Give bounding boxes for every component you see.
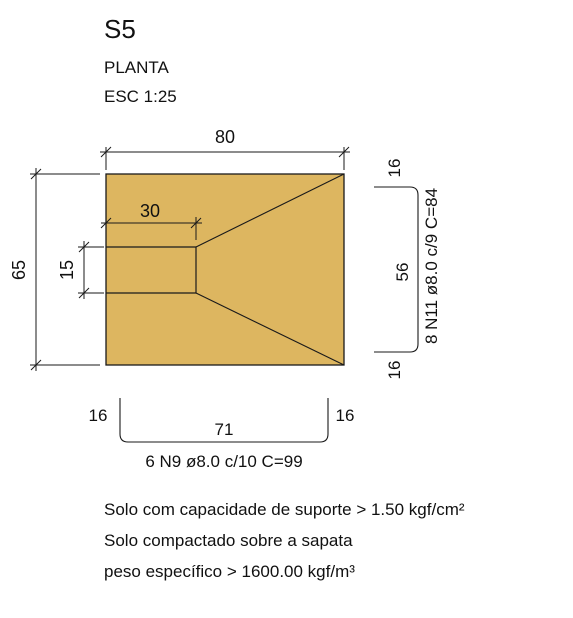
rebar-n11-label: 8 N11 ø8.0 c/9 C=84 (422, 188, 441, 344)
footing-outline (105, 173, 345, 366)
slope-line-bottom (195, 292, 345, 366)
dim-inner-width-text: 30 (140, 201, 160, 221)
dim-bottom-right-offset: 16 (336, 406, 355, 425)
dim-bottom-left-offset: 16 (89, 406, 108, 425)
dim-inner-height-text: 15 (57, 260, 77, 280)
dim-inner-height: 15 (57, 241, 104, 299)
dim-left-height: 65 (9, 168, 100, 371)
rebar-n9-label: 6 N9 ø8.0 c/10 C=99 (145, 452, 302, 471)
dim-right-top-offset: 16 (385, 159, 404, 178)
soil-capacity-note: Solo com capacidade de suporte > 1.50 kg… (104, 500, 465, 519)
rebar-n9-bracket: 16 71 16 6 N9 ø8.0 c/10 C=99 (89, 398, 355, 471)
dim-right-span: 56 (393, 263, 412, 282)
dim-right-bottom-offset: 16 (385, 361, 404, 380)
view-label: PLANTA (104, 58, 169, 77)
dim-top-width-text: 80 (215, 127, 235, 147)
specific-weight-note: peso específico > 1600.00 kgf/m³ (104, 562, 355, 581)
rebar-n11-bracket: 16 56 16 8 N11 ø8.0 c/9 C=84 (374, 159, 441, 380)
soil-compaction-note: Solo compactado sobre a sapata (104, 531, 353, 550)
drawing-title: S5 (104, 14, 136, 44)
dim-top-width: 80 (100, 127, 350, 170)
scale-label: ESC 1:25 (104, 87, 177, 106)
slope-line-top (195, 173, 345, 248)
dim-inner-width: 30 (100, 201, 202, 240)
pedestal-outline (106, 246, 197, 294)
dim-left-height-text: 65 (9, 260, 29, 280)
dim-bottom-span: 71 (215, 420, 234, 439)
